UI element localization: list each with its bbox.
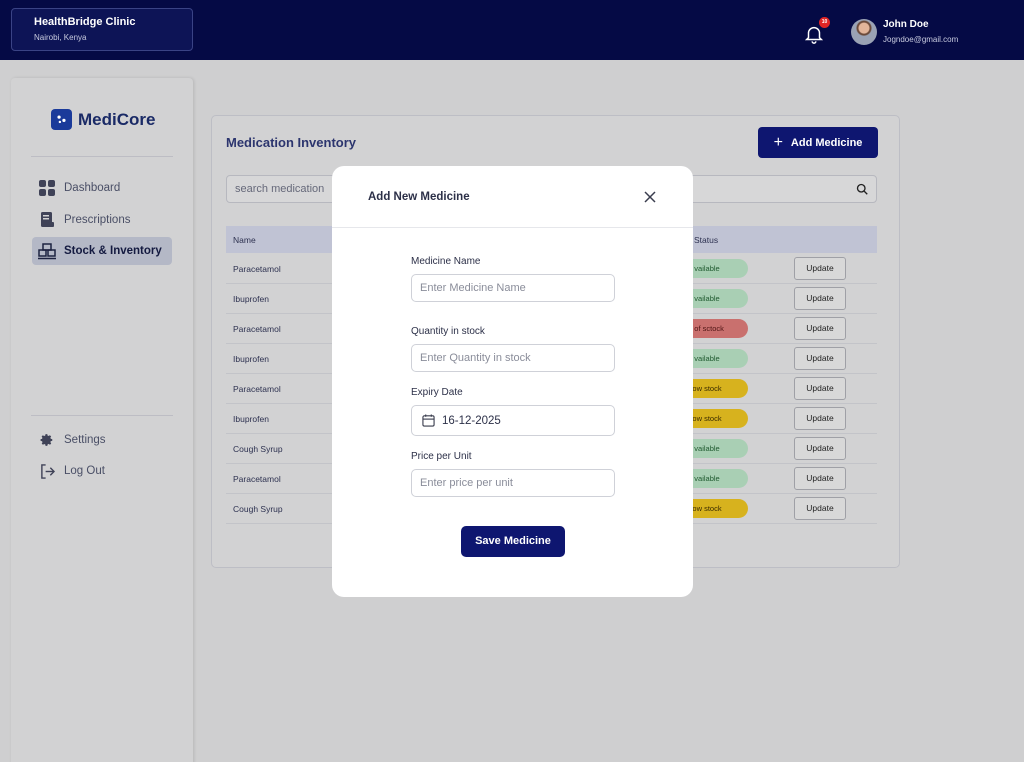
clinic-name: HealthBridge Clinic xyxy=(34,16,136,28)
sidebar-item-label: Dashboard xyxy=(64,182,121,194)
sidebar-item-logout[interactable]: Log Out xyxy=(32,457,172,485)
logo-icon xyxy=(51,109,72,130)
expiry-date-input[interactable]: 16-12-2025 xyxy=(411,405,615,436)
close-icon[interactable] xyxy=(643,190,657,204)
update-button[interactable]: Update xyxy=(794,377,846,400)
sidebar-item-stock-inventory[interactable]: Stock & Inventory xyxy=(32,237,172,265)
prescription-icon xyxy=(38,211,56,229)
sidebar-item-label: Stock & Inventory xyxy=(64,245,162,257)
expiry-date-label: Expiry Date xyxy=(411,387,463,398)
update-button[interactable]: Update xyxy=(794,407,846,430)
search-icon[interactable] xyxy=(856,183,868,195)
clinic-selector[interactable]: HealthBridge Clinic Nairobi, Kenya xyxy=(11,8,193,51)
update-button[interactable]: Update xyxy=(794,467,846,490)
medicine-name-cell: Paracetamol xyxy=(233,324,281,334)
update-button[interactable]: Update xyxy=(794,257,846,280)
price-label: Price per Unit xyxy=(411,451,472,462)
sidebar-item-label: Log Out xyxy=(64,465,105,477)
inventory-icon xyxy=(38,242,56,260)
sidebar-item-label: Settings xyxy=(64,434,106,446)
page-title: Medication Inventory xyxy=(226,135,357,150)
add-medicine-button[interactable]: + Add Medicine xyxy=(758,127,878,158)
medicine-name-cell: Cough Syrup xyxy=(233,504,283,514)
logo-text: MediCore xyxy=(78,109,156,129)
save-medicine-button[interactable]: Save Medicine xyxy=(461,526,565,557)
expiry-date-value: 16-12-2025 xyxy=(442,414,501,427)
medicine-name-cell: Ibuprofen xyxy=(233,294,269,304)
sidebar-divider xyxy=(31,156,173,157)
grid-icon xyxy=(38,179,56,197)
sidebar-divider xyxy=(31,415,173,416)
price-input[interactable] xyxy=(411,469,615,497)
update-button[interactable]: Update xyxy=(794,347,846,370)
update-button[interactable]: Update xyxy=(794,497,846,520)
medicine-name-input[interactable] xyxy=(411,274,615,302)
sidebar: MediCore Dashboard Prescriptions Stock &… xyxy=(11,78,193,762)
add-medicine-label: Add Medicine xyxy=(790,136,863,149)
medicine-name-label: Medicine Name xyxy=(411,256,481,267)
top-bar: HealthBridge Clinic Nairobi, Kenya 10 Jo… xyxy=(0,0,1024,60)
modal-divider xyxy=(332,227,693,228)
sidebar-item-prescriptions[interactable]: Prescriptions xyxy=(32,206,172,234)
user-name: John Doe xyxy=(883,19,929,30)
gear-icon xyxy=(38,431,56,449)
medicine-name-cell: Paracetamol xyxy=(233,264,281,274)
notification-badge: 10 xyxy=(819,17,830,28)
quantity-label: Quantity in stock xyxy=(411,326,485,337)
sidebar-item-settings[interactable]: Settings xyxy=(32,426,172,454)
column-header-status: Status xyxy=(694,235,719,245)
update-button[interactable]: Update xyxy=(794,317,846,340)
plus-icon: + xyxy=(773,133,783,151)
medicine-name-cell: Cough Syrup xyxy=(233,444,283,454)
logout-icon xyxy=(38,462,56,480)
user-email: Jogndoe@gmail.com xyxy=(883,35,959,44)
medicine-name-cell: Paracetamol xyxy=(233,384,281,394)
sidebar-item-label: Prescriptions xyxy=(64,214,131,226)
quantity-input[interactable] xyxy=(411,344,615,372)
search-placeholder: search medication xyxy=(235,183,325,195)
clinic-location: Nairobi, Kenya xyxy=(34,33,87,42)
add-medicine-modal: Add New Medicine Medicine Name Quantity … xyxy=(332,166,693,597)
update-button[interactable]: Update xyxy=(794,287,846,310)
avatar[interactable] xyxy=(851,19,877,45)
medicine-name-cell: Ibuprofen xyxy=(233,354,269,364)
bell-icon[interactable] xyxy=(803,23,825,45)
update-button[interactable]: Update xyxy=(794,437,846,460)
logo: MediCore xyxy=(51,109,155,130)
modal-title: Add New Medicine xyxy=(368,191,470,203)
calendar-icon xyxy=(422,414,435,427)
medicine-name-cell: Ibuprofen xyxy=(233,414,269,424)
medicine-name-cell: Paracetamol xyxy=(233,474,281,484)
sidebar-item-dashboard[interactable]: Dashboard xyxy=(32,174,172,202)
column-header-name: Name xyxy=(233,235,256,245)
